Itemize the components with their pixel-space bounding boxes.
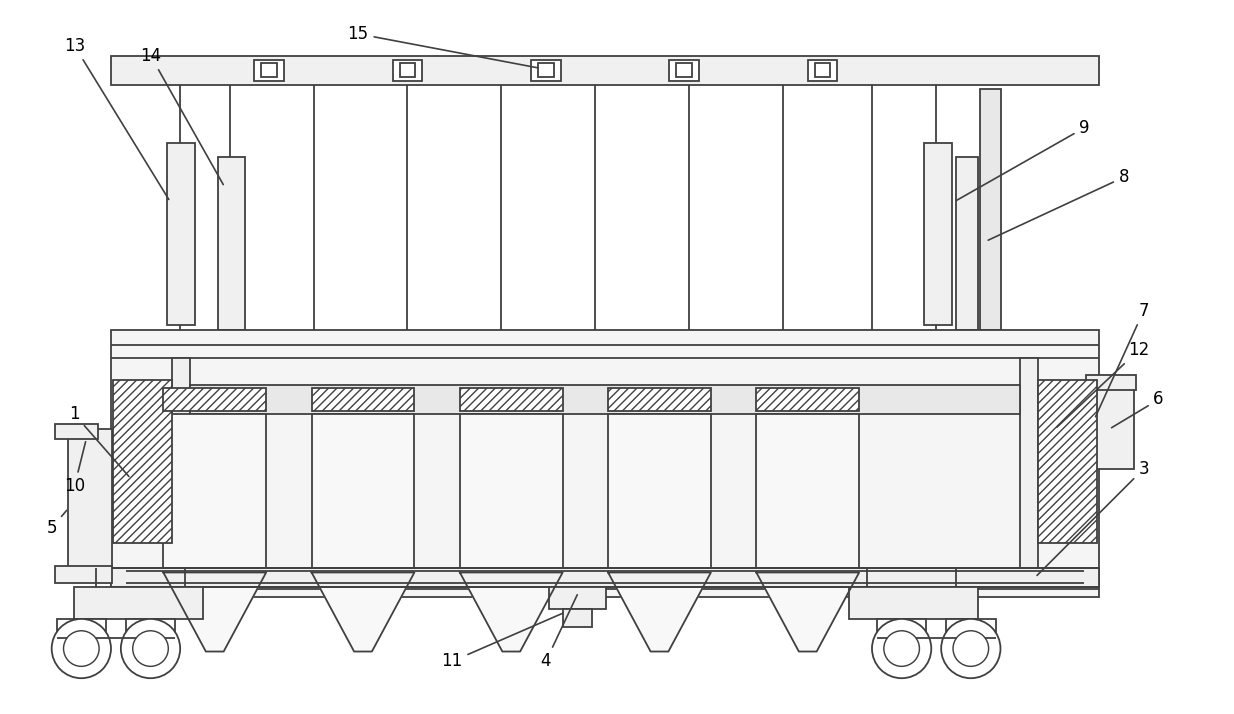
Circle shape — [942, 619, 1001, 678]
Bar — [980, 89, 1002, 331]
Circle shape — [63, 630, 99, 666]
Bar — [1086, 375, 1135, 390]
Bar — [126, 619, 175, 656]
Bar — [168, 143, 195, 326]
Bar — [392, 59, 422, 81]
Circle shape — [121, 619, 180, 678]
Bar — [190, 385, 1021, 414]
Text: 9: 9 — [956, 119, 1090, 201]
Bar — [1038, 380, 1097, 543]
Circle shape — [872, 619, 932, 678]
Bar — [57, 619, 106, 656]
Polygon shape — [460, 573, 563, 651]
Bar — [68, 429, 112, 568]
Bar — [814, 64, 830, 77]
Polygon shape — [312, 573, 415, 651]
Text: 10: 10 — [64, 442, 85, 496]
Bar — [756, 388, 859, 411]
Bar — [217, 157, 246, 331]
Bar — [54, 565, 112, 583]
Text: 13: 13 — [64, 36, 169, 199]
Bar — [608, 388, 711, 411]
Bar — [111, 56, 1099, 85]
Bar — [676, 64, 692, 77]
Bar — [400, 64, 416, 77]
Text: 11: 11 — [442, 613, 563, 670]
Circle shape — [52, 619, 111, 678]
Bar — [1095, 380, 1134, 468]
Bar — [111, 331, 1099, 597]
Bar — [312, 388, 415, 411]
Text: 15: 15 — [348, 25, 538, 68]
Polygon shape — [756, 573, 859, 651]
Text: 3: 3 — [1037, 460, 1149, 575]
Circle shape — [133, 630, 168, 666]
Text: 5: 5 — [47, 511, 67, 537]
Bar — [262, 64, 276, 77]
Bar — [114, 380, 173, 543]
Bar — [808, 59, 838, 81]
Bar — [74, 588, 202, 619]
Bar — [54, 424, 99, 439]
Bar — [877, 619, 927, 656]
Bar — [460, 388, 563, 411]
Bar — [163, 388, 267, 411]
Polygon shape — [163, 573, 267, 651]
Bar — [563, 609, 592, 627]
Bar — [924, 143, 953, 326]
Bar — [946, 619, 996, 656]
Bar — [531, 59, 560, 81]
Bar — [538, 64, 554, 77]
Text: 8: 8 — [988, 168, 1129, 240]
Text: 12: 12 — [1056, 341, 1149, 427]
Text: 14: 14 — [139, 46, 223, 185]
Circle shape — [953, 630, 988, 666]
Bar — [460, 414, 563, 573]
Bar — [111, 568, 1099, 588]
Bar — [956, 157, 977, 331]
Text: 6: 6 — [1112, 391, 1164, 428]
Bar — [608, 414, 711, 573]
Text: 7: 7 — [1096, 301, 1149, 417]
Polygon shape — [608, 573, 711, 651]
Text: 4: 4 — [540, 595, 578, 670]
Bar — [849, 588, 977, 619]
Bar — [756, 414, 859, 573]
Bar — [312, 414, 415, 573]
Bar — [173, 358, 190, 570]
Text: 1: 1 — [69, 406, 128, 476]
Circle shape — [884, 630, 919, 666]
Bar — [669, 59, 698, 81]
Bar — [254, 59, 284, 81]
Bar — [163, 414, 267, 573]
Bar — [549, 588, 606, 609]
Bar — [1021, 358, 1038, 570]
